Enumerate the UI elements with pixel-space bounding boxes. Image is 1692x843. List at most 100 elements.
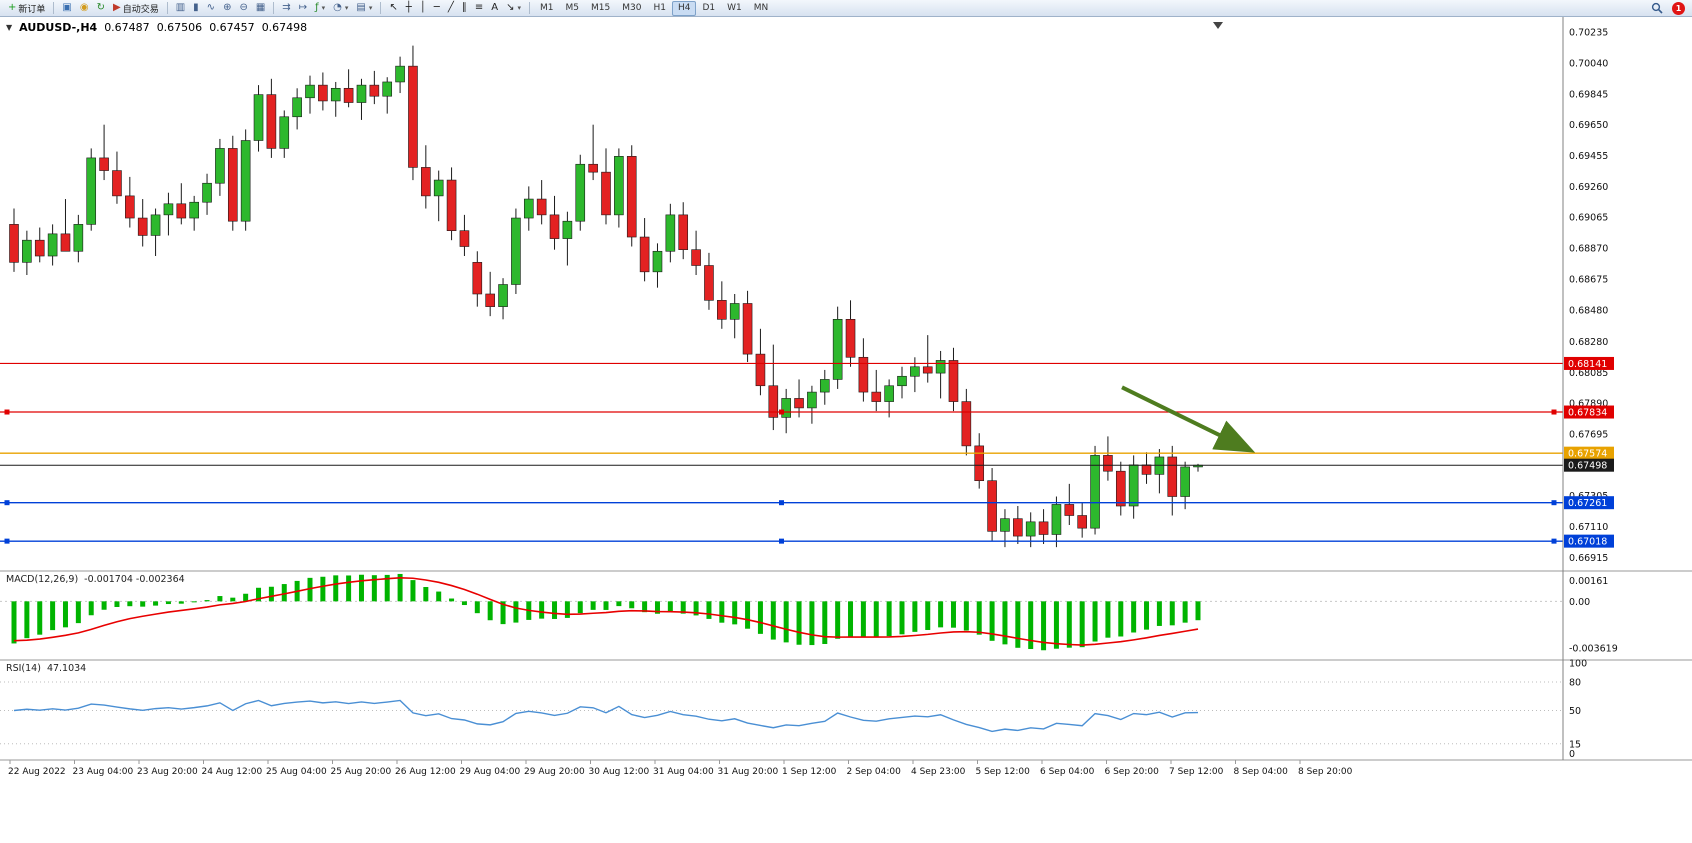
profiles-icon: ◉ — [79, 2, 89, 13]
line-handle[interactable] — [779, 409, 784, 415]
price-badge-0.67574[interactable]: 0.67574 — [1564, 446, 1614, 460]
notification-badge[interactable]: 1 — [1672, 1, 1685, 15]
timeframe-mn[interactable]: MN — [748, 1, 775, 16]
macd-histogram-bar — [552, 601, 558, 619]
chart-window-button[interactable]: ▣ — [58, 1, 75, 16]
line-handle[interactable] — [779, 500, 784, 506]
cursor-tool[interactable]: ↖ — [385, 1, 401, 16]
auto-trading-button[interactable]: ▶ 自动交易 — [109, 1, 163, 16]
macd-histogram-bar — [539, 601, 545, 619]
timeframe-h1-label: H1 — [653, 3, 666, 13]
candle-body — [614, 156, 624, 216]
line-handle[interactable] — [1551, 409, 1557, 415]
timeframe-m30[interactable]: M30 — [616, 1, 647, 16]
candle-body — [832, 319, 843, 380]
macd-histogram-bar — [114, 601, 120, 607]
macd-histogram-bar — [822, 601, 828, 644]
trend-arrow[interactable] — [1121, 385, 1256, 453]
new-order-button[interactable]: + 新订单 — [4, 1, 49, 16]
trendline-tool[interactable]: ╱ — [444, 1, 458, 16]
crosshair-tool[interactable]: ┼ — [402, 1, 416, 16]
candle-body — [292, 97, 302, 118]
macd-histogram-bar — [436, 591, 442, 602]
candle-body — [227, 148, 238, 222]
candle-body — [652, 250, 663, 273]
candle-body — [382, 81, 393, 97]
chart-shift-button[interactable]: ↦ — [295, 1, 311, 16]
search-button[interactable] — [1647, 1, 1667, 16]
line-chart-button[interactable]: ∿ — [203, 1, 219, 16]
line-handle[interactable] — [1551, 500, 1557, 506]
macd-histogram-bar — [37, 601, 43, 635]
timeframe-h4[interactable]: H4 — [671, 0, 697, 16]
candle-body — [729, 303, 740, 320]
templates-button[interactable]: ▤ ▾ — [352, 1, 376, 16]
line-handle[interactable] — [4, 409, 10, 415]
candlestick-chart-button[interactable]: ▮ — [189, 1, 203, 16]
timeframe-m30-label: M30 — [622, 3, 642, 13]
macd-histogram-bar — [860, 601, 866, 637]
candle-body — [125, 195, 135, 219]
macd-histogram-bar — [230, 597, 236, 602]
periods-button[interactable]: ◔ ▾ — [329, 1, 352, 16]
timeframe-m15[interactable]: M15 — [585, 1, 616, 16]
one-click-trading-toggle[interactable]: ▼ — [6, 23, 13, 32]
chart-shift-marker[interactable] — [1213, 22, 1223, 29]
indicators-button[interactable]: ƒ ▾ — [311, 1, 329, 16]
horizontal-line-tool[interactable]: ─ — [430, 1, 444, 16]
zoom-in-button[interactable]: ⊕ — [219, 1, 235, 16]
macd-histogram-bar — [1118, 601, 1124, 637]
candle-body — [253, 94, 264, 141]
line-handle[interactable] — [779, 538, 784, 544]
timeframe-d1[interactable]: D1 — [696, 1, 721, 16]
text-tool[interactable]: A — [487, 1, 502, 16]
refresh-button[interactable]: ↻ — [93, 1, 109, 16]
candle-body — [459, 230, 470, 247]
auto-scroll-button[interactable]: ⇉ — [278, 1, 294, 16]
price-badge-0.67261[interactable]: 0.67261 — [1564, 496, 1614, 510]
timeframe-m5[interactable]: M5 — [560, 1, 586, 16]
macd-histogram-bar — [1066, 601, 1072, 648]
macd-label: MACD(12,26,9) -0.001704 -0.002364 — [6, 574, 185, 585]
price-badge-0.67498[interactable]: 0.67498 — [1564, 458, 1614, 472]
tile-windows-button[interactable]: ▦ — [252, 1, 269, 16]
auto-scroll-icon: ⇉ — [282, 2, 291, 13]
zoom-out-button[interactable]: ⊖ — [235, 1, 251, 16]
chart-canvas[interactable]: 0.70235 0.70040 0.69845 0.69650 0.69455 0.692… — [0, 17, 1692, 843]
macd-histogram-bar — [75, 601, 81, 624]
channel-tool[interactable]: ∥ — [458, 1, 471, 16]
candle-body — [163, 203, 174, 216]
line-handle[interactable] — [4, 538, 10, 544]
line-handle[interactable] — [4, 500, 10, 506]
price-badge-0.68141[interactable]: 0.68141 — [1564, 356, 1614, 370]
candle-body — [498, 284, 508, 307]
macd-histogram-bar — [770, 601, 776, 640]
price-badge-0.67834[interactable]: 0.67834 — [1564, 405, 1614, 419]
candle-body — [1064, 504, 1075, 516]
level-line-support-2[interactable] — [0, 538, 1563, 544]
candle-body — [536, 198, 547, 216]
level-line-support-1[interactable] — [0, 500, 1563, 506]
timeframe-h1[interactable]: H1 — [647, 1, 672, 16]
candle-body — [768, 385, 779, 418]
candle-body — [1103, 455, 1113, 472]
macd-histogram-bar — [1105, 601, 1111, 638]
vertical-line-tool[interactable]: │ — [416, 1, 430, 16]
fibonacci-tool[interactable]: ≡ — [471, 1, 487, 16]
macd-histogram-bar — [783, 601, 789, 643]
price-axis-label: 0.69065 — [1569, 213, 1608, 224]
macd-histogram-bar — [217, 596, 223, 602]
timeframe-w1[interactable]: W1 — [721, 1, 748, 16]
level-line-resistance-1[interactable] — [0, 409, 1563, 415]
candle-body — [704, 265, 714, 301]
chart-area: 0.70235 0.70040 0.69845 0.69650 0.69455 0.692… — [0, 17, 1692, 843]
price-badge-0.67018[interactable]: 0.67018 — [1564, 534, 1614, 548]
bar-chart-button[interactable]: ▥ — [172, 1, 189, 16]
macd-histogram-bar — [204, 600, 210, 602]
profiles-button[interactable]: ◉ — [76, 1, 93, 16]
refresh-icon: ↻ — [96, 2, 105, 13]
arrows-tool[interactable]: ↘ ▾ — [502, 1, 525, 16]
line-handle[interactable] — [1551, 538, 1557, 544]
macd-histogram-bar — [384, 574, 390, 602]
timeframe-m1[interactable]: M1 — [534, 1, 560, 16]
